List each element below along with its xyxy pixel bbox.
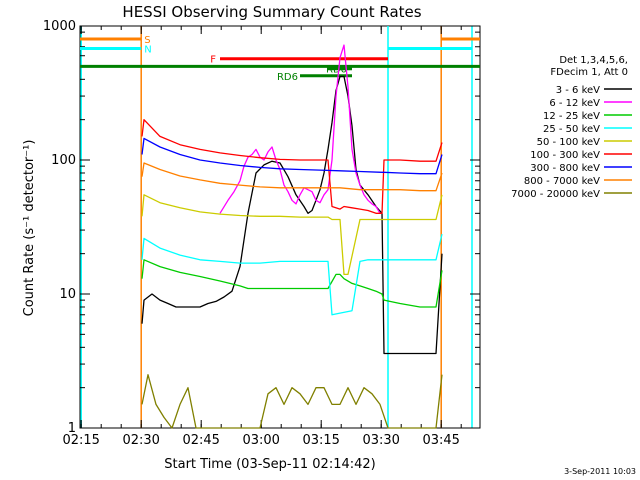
flag-label: RD0 xyxy=(326,65,347,76)
y-tick-label: 100 xyxy=(51,153,76,168)
legend-header: Det 1,3,4,5,6, xyxy=(559,55,628,66)
legend-entry-label: 800 - 7000 keV xyxy=(524,176,600,187)
y-tick-label: 1 xyxy=(68,421,76,436)
y-tick-label: 1000 xyxy=(43,19,76,34)
flag-label: F xyxy=(210,55,216,66)
flag-label: RD6 xyxy=(277,72,298,83)
legend-entry-label: 25 - 50 keV xyxy=(543,124,600,135)
x-tick-label: 02:45 xyxy=(182,433,219,448)
y-tick-label: 10 xyxy=(59,287,76,302)
legend-entry-label: 100 - 300 keV xyxy=(530,150,600,161)
legend-entry-label: 7000 - 20000 keV xyxy=(511,189,600,200)
series-line-4 xyxy=(141,233,443,316)
x-tick-label: 03:30 xyxy=(362,433,399,448)
series-line-6 xyxy=(141,119,443,214)
flag-label: S xyxy=(144,35,150,46)
x-tick-label: 02:30 xyxy=(122,433,159,448)
series-line-7 xyxy=(141,137,443,175)
series-line-1 xyxy=(141,75,443,355)
flag-label: N xyxy=(144,44,151,55)
legend-entry-label: 6 - 12 keV xyxy=(549,98,600,109)
legend-entry-label: 12 - 25 keV xyxy=(543,111,600,122)
series-line-8 xyxy=(141,162,443,192)
series-line-9 xyxy=(141,374,443,429)
x-tick-label: 03:00 xyxy=(242,433,279,448)
chart-title: HESSI Observing Summary Count Rates xyxy=(122,3,421,21)
legend-entry-label: 50 - 100 keV xyxy=(537,137,601,148)
x-tick-label: 03:15 xyxy=(302,433,339,448)
series-line-3 xyxy=(141,259,443,308)
legend: Det 1,3,4,5,6,FDecim 1, Att 0 3 - 6 keV 6 … xyxy=(511,55,632,200)
series-line-5 xyxy=(141,194,443,276)
legend-entry-label: 300 - 800 keV xyxy=(530,163,600,174)
x-tick-label: 03:45 xyxy=(422,433,459,448)
y-axis-label: Count Rate (s⁻¹ detector⁻¹) xyxy=(22,140,37,317)
legend-entry-label: 3 - 6 keV xyxy=(556,85,600,96)
x-axis-label: Start Time (03-Sep-11 02:14:42) xyxy=(164,457,375,472)
legend-header: FDecim 1, Att 0 xyxy=(550,67,628,78)
x-tick-label: 02:15 xyxy=(62,433,99,448)
footer-timestamp: 3-Sep-2011 10:03 xyxy=(564,467,636,476)
plot-frame xyxy=(79,25,481,429)
